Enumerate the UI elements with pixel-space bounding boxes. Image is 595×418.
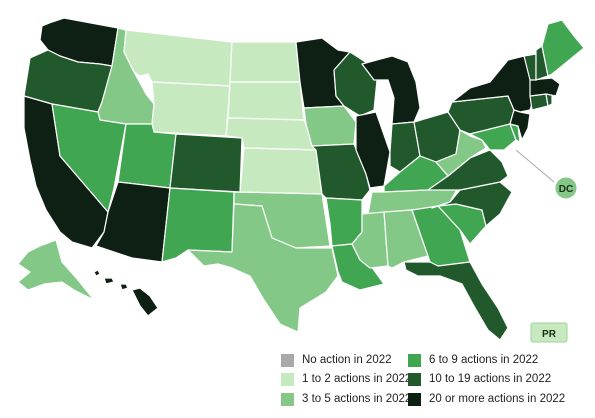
state-tx bbox=[187, 203, 339, 333]
state-wv bbox=[435, 129, 487, 177]
legend-label: 6 to 9 actions in 2022 bbox=[429, 354, 539, 366]
state-nc bbox=[431, 181, 513, 227]
dc-leader-line bbox=[515, 149, 555, 183]
state-il bbox=[355, 111, 391, 189]
legend-swatch bbox=[281, 353, 294, 367]
legend-label: 20 or more actions in 2022 bbox=[429, 393, 566, 405]
legend-swatch bbox=[408, 353, 421, 367]
legend-label: No action in 2022 bbox=[302, 354, 392, 366]
state-hi bbox=[93, 269, 159, 317]
legend-swatch bbox=[408, 372, 421, 386]
legend-swatch bbox=[281, 372, 294, 386]
dc-circle bbox=[554, 176, 578, 200]
legend-item-1-to-2: 1 to 2 actions in 2022 bbox=[281, 371, 411, 387]
state-fl bbox=[403, 261, 509, 341]
legend-item-no-action: No action in 2022 bbox=[281, 352, 392, 368]
pr-box bbox=[530, 322, 568, 343]
dc-label: DC bbox=[559, 184, 573, 195]
state-ak bbox=[17, 239, 95, 301]
legend-label: 10 to 19 actions in 2022 bbox=[429, 373, 552, 385]
state-me bbox=[541, 19, 585, 77]
state-ma bbox=[529, 77, 561, 97]
legend-item-6-to-9: 6 to 9 actions in 2022 bbox=[408, 352, 538, 368]
legend-label: 1 to 2 actions in 2022 bbox=[302, 373, 412, 385]
legend-item-10-to-19: 10 to 19 actions in 2022 bbox=[408, 371, 551, 387]
state-nj bbox=[509, 109, 531, 141]
legend-item-20-plus: 20 or more actions in 2022 bbox=[408, 391, 565, 407]
state-nv bbox=[51, 103, 127, 213]
pr-label: PR bbox=[542, 329, 557, 340]
legend-label: 3 to 5 actions in 2022 bbox=[302, 393, 412, 405]
legend-swatch bbox=[408, 392, 421, 406]
legend-swatch bbox=[281, 392, 294, 406]
legend-item-3-to-5: 3 to 5 actions in 2022 bbox=[281, 391, 411, 407]
